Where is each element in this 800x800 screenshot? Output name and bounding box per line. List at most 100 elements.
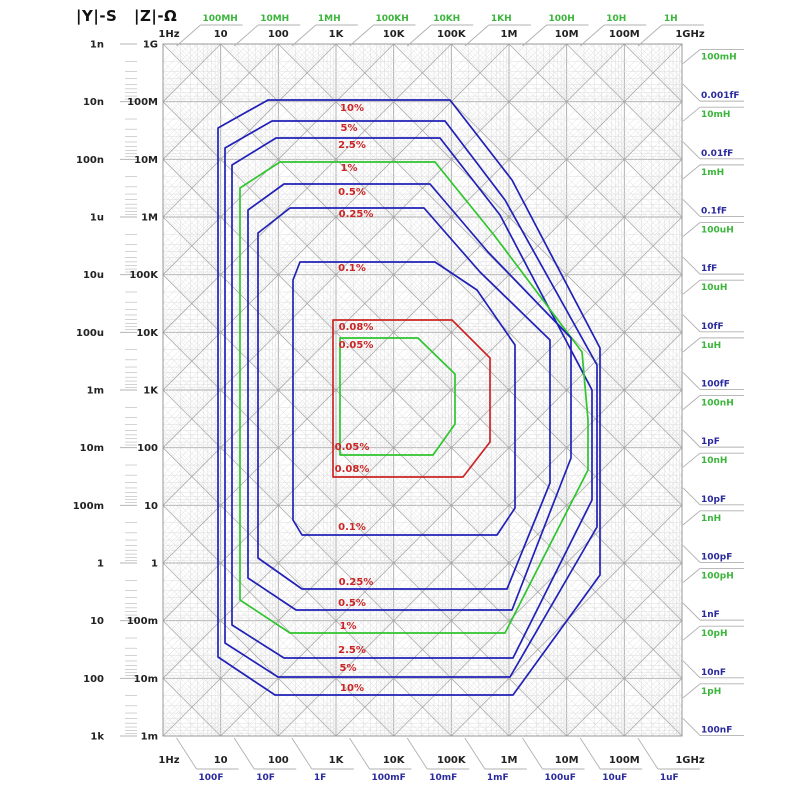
grid-ind-diagonal xyxy=(162,43,266,147)
inductance-right-leader xyxy=(682,164,701,180)
grid-ind-diagonal xyxy=(162,43,527,408)
grid-ind-diagonal xyxy=(237,291,683,737)
grid-ind-diagonal xyxy=(664,718,683,737)
grid-ind-diagonal xyxy=(333,387,683,737)
admittance-tick-label: 100m xyxy=(73,501,104,512)
grid-ind-diagonal xyxy=(618,672,683,737)
capacitance-bottom-label: 1mF xyxy=(487,773,509,783)
grid-ind-diagonal xyxy=(162,43,307,188)
inductance-right-label: 10mH xyxy=(701,110,730,120)
grid-ind-diagonal xyxy=(162,88,683,609)
grid-ind-diagonal xyxy=(162,78,683,598)
capacitance-right-label: 10fF xyxy=(701,322,724,332)
admittance-tick-label: 10m xyxy=(80,443,104,454)
capacitance-bottom-leader xyxy=(637,737,659,770)
grid-ind-diagonal xyxy=(272,326,683,737)
contour-0.05% xyxy=(339,337,456,456)
grid-ind-diagonal xyxy=(162,43,558,439)
grid-ind-diagonal xyxy=(162,43,435,316)
capacitance-bottom-label: 1F xyxy=(314,773,326,783)
contour-label-0.1%: 0.1% xyxy=(338,522,366,533)
grid-ind-diagonal xyxy=(162,43,602,483)
contour-label-0.1%: 0.1% xyxy=(338,263,366,274)
grid-ind-diagonal xyxy=(162,43,619,500)
grid-ind-diagonal xyxy=(162,43,608,489)
admittance-ruler xyxy=(120,43,137,737)
capacitance-right-label: 1pF xyxy=(701,437,720,447)
capacitance-right-leader xyxy=(682,487,701,506)
label-leader-lines xyxy=(176,24,744,770)
grid-ind-diagonal xyxy=(526,580,683,737)
freq-top-label: 1K xyxy=(329,29,345,40)
grid-ind-diagonal xyxy=(162,43,660,541)
capacitance-bottom-label: 10F xyxy=(256,773,275,783)
grid-ind-diagonal xyxy=(180,234,683,737)
grid-ind-diagonal xyxy=(363,417,683,737)
inductance-right-leader xyxy=(682,337,701,353)
inductance-right-label: 1pH xyxy=(701,687,721,697)
grid-ind-diagonal xyxy=(503,557,683,737)
grid-ind-diagonal xyxy=(162,43,219,100)
grid-ind-diagonal xyxy=(162,43,324,205)
grid-ind-diagonal xyxy=(162,43,469,350)
grid-ind-diagonal xyxy=(190,244,683,737)
freq-bottom-label: 1Hz xyxy=(158,755,179,766)
contour-label-0.05%: 0.05% xyxy=(335,442,370,453)
freq-bottom-label: 10K xyxy=(383,755,406,766)
grid-ind-diagonal xyxy=(162,43,389,270)
grid-ind-diagonal xyxy=(353,407,683,737)
grid-ind-diagonal xyxy=(162,43,382,263)
contour-1% xyxy=(239,161,589,634)
grid-ind-diagonal xyxy=(672,726,683,737)
admittance-tick-label: 100 xyxy=(83,674,104,685)
grid-ind-diagonal xyxy=(468,522,683,737)
impedance-tick-label: 100m xyxy=(127,616,158,627)
grid-ind-diagonal xyxy=(162,43,565,446)
grid-ind-diagonal xyxy=(162,43,394,275)
grid-ind-diagonal xyxy=(485,539,683,737)
grid-ind-diagonal xyxy=(445,499,683,737)
freq-bottom-label: 1M xyxy=(501,755,518,766)
grid-ind-diagonal xyxy=(370,424,683,737)
inductance-right-label: 10nH xyxy=(701,456,727,466)
capacitance-right-label: 0.01fF xyxy=(701,149,733,159)
inductance-top-leader xyxy=(637,24,663,47)
grid-ind-diagonal xyxy=(269,323,683,737)
contour-label-10%: 10% xyxy=(340,683,364,694)
capacitance-right-leader xyxy=(682,83,701,102)
contour-5% xyxy=(224,120,598,678)
grid-ind-diagonal xyxy=(275,329,683,737)
grid-ind-diagonal xyxy=(162,43,487,368)
grid-ind-diagonal xyxy=(566,620,683,737)
contour-label-0.5%: 0.5% xyxy=(338,187,366,198)
grid-ind-diagonal xyxy=(162,43,642,523)
grid-ind-diagonal xyxy=(676,730,683,737)
capacitance-right-leader xyxy=(682,314,701,333)
inductance-top-label: 100MH xyxy=(203,14,238,24)
grid-ind-diagonal xyxy=(384,438,683,737)
capacitance-right-leader xyxy=(682,545,701,563)
grid-ind-diagonal xyxy=(162,43,422,303)
freq-top-label: 100K xyxy=(437,29,467,40)
grid-ind-diagonal xyxy=(265,319,683,737)
grid-ind-diagonal xyxy=(162,43,319,200)
inductance-right-label: 10pH xyxy=(701,629,728,639)
impedance-tick-label: 100 xyxy=(137,443,158,454)
grid-ind-diagonal xyxy=(162,118,683,639)
capacitance-bottom-leader xyxy=(176,737,197,770)
freq-top-label: 1M xyxy=(501,29,518,40)
contour-2.5% xyxy=(231,137,593,659)
capacitance-right-leader xyxy=(682,718,701,736)
capacitance-bottom-label: 1uF xyxy=(660,773,679,783)
grid-ind-diagonal xyxy=(162,43,364,245)
inductance-right-leader xyxy=(682,106,701,122)
contour-10% xyxy=(217,99,601,696)
capacitance-right-label: 1nF xyxy=(701,610,720,620)
grid-ind-diagonal xyxy=(247,301,683,737)
freq-bottom-label: 10 xyxy=(214,755,228,766)
grid-ind-diagonal xyxy=(305,359,683,737)
admittance-tick-label: 10 xyxy=(90,616,104,627)
grid-ind-diagonal xyxy=(162,43,385,266)
grid-ind-diagonal xyxy=(162,136,683,656)
capacitance-bottom-label: 10mF xyxy=(429,773,457,783)
